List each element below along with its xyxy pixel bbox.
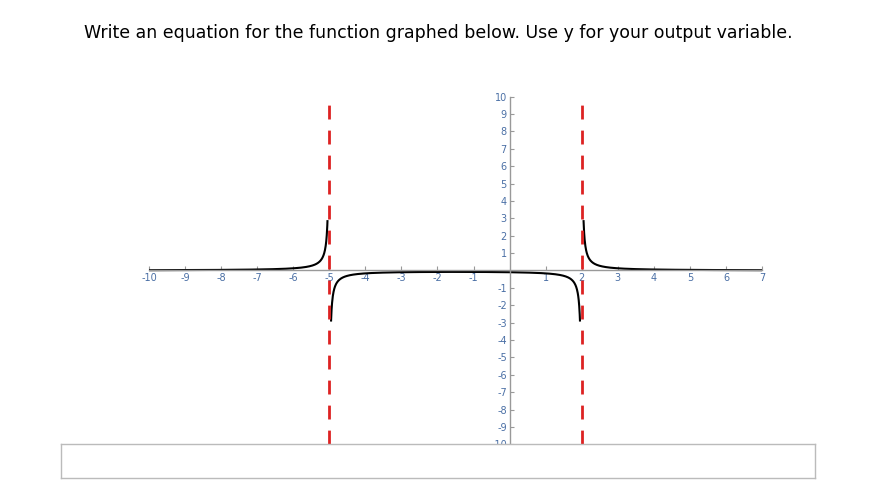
Text: Write an equation for the function graphed below. Use y for your output variable: Write an equation for the function graph… (84, 24, 792, 42)
